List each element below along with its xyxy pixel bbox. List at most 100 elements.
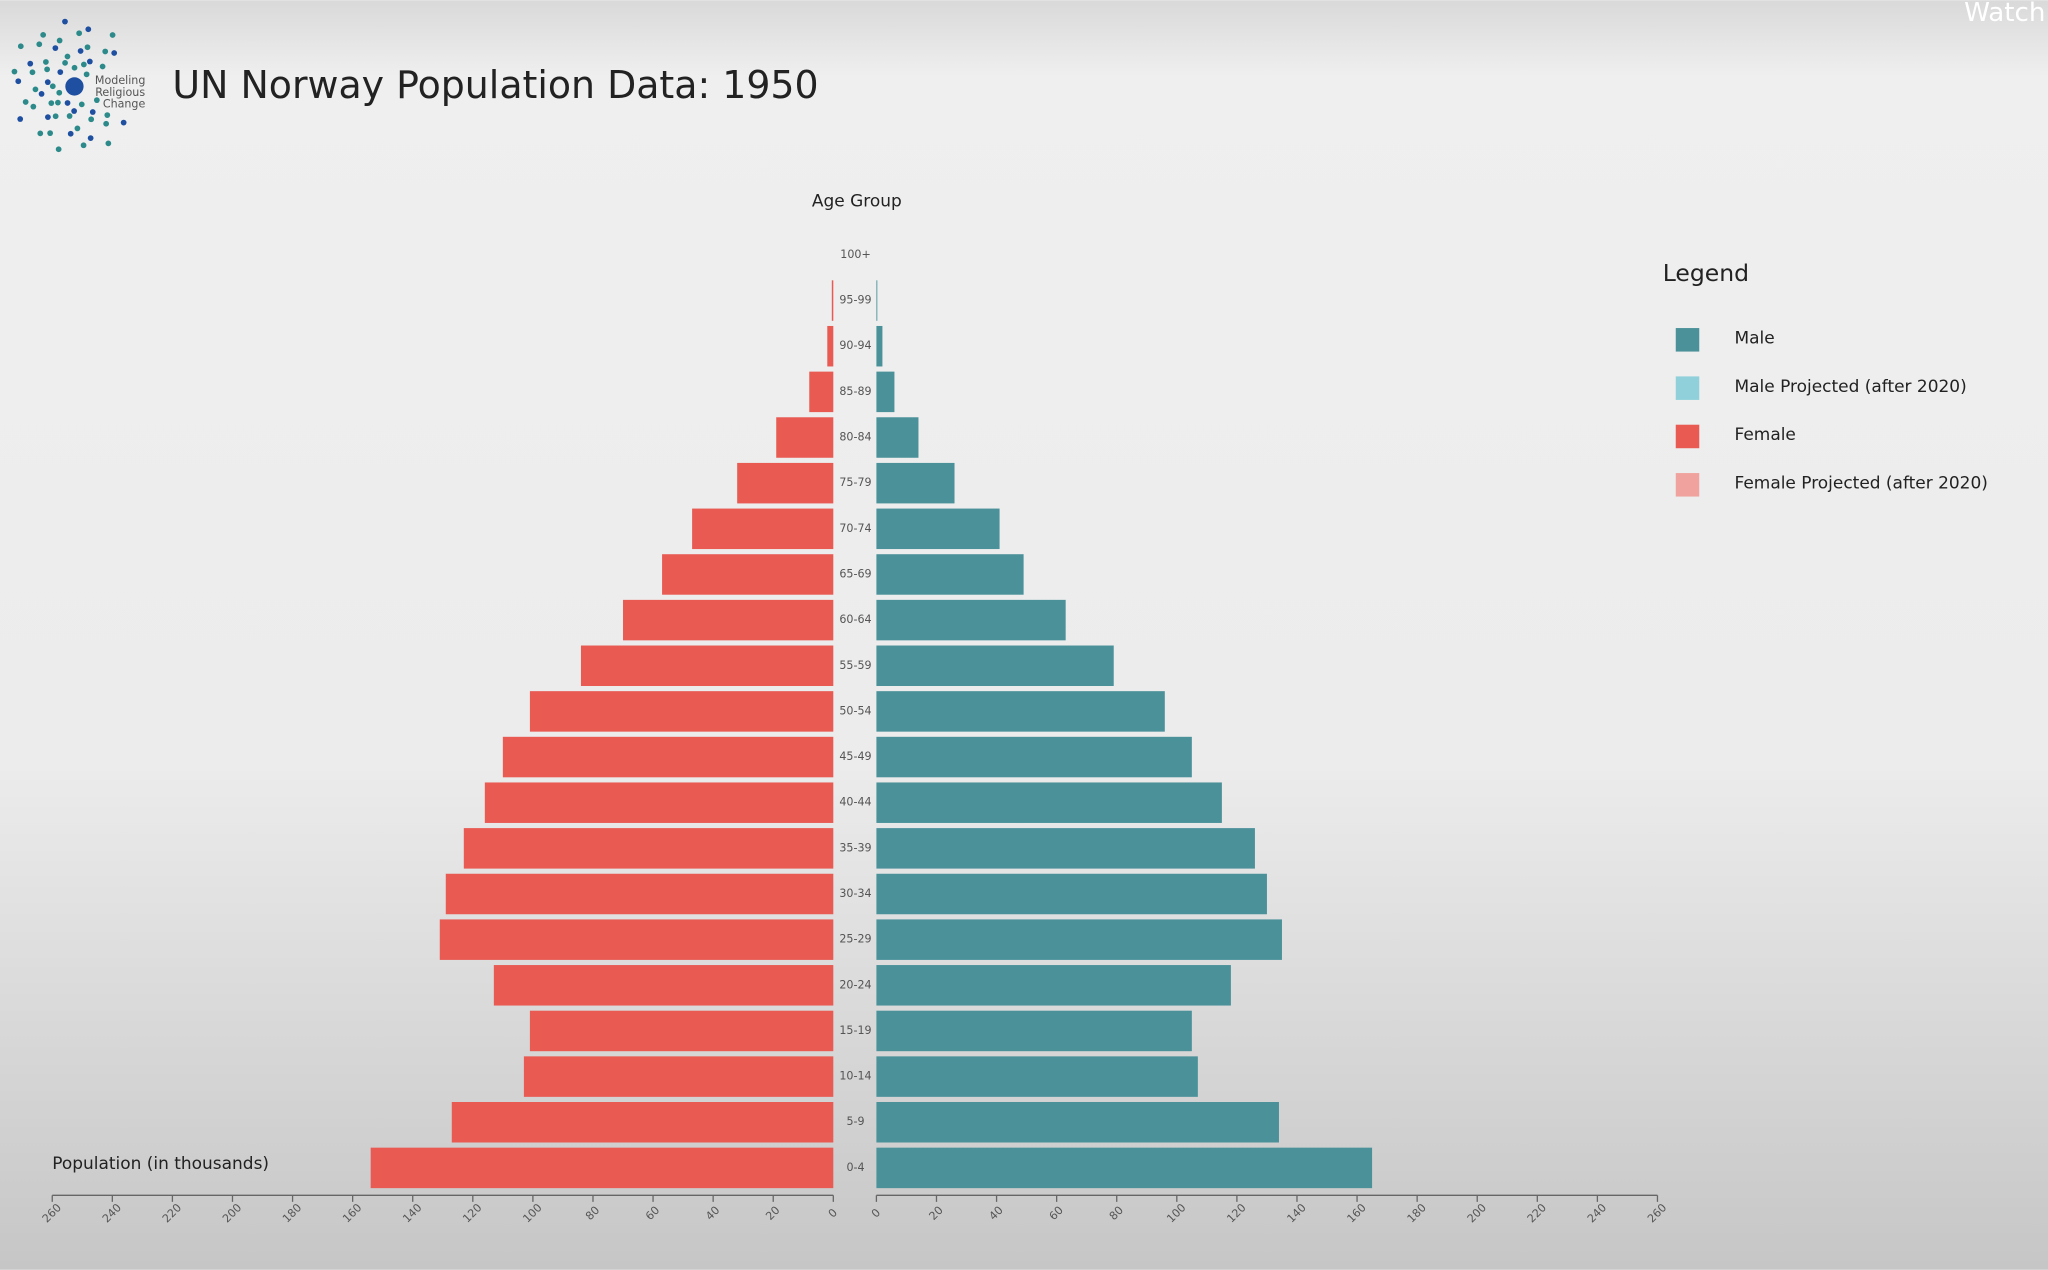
logo-dot [64,100,71,106]
legend-swatch [1675,473,1700,497]
logo-dot [111,50,118,56]
logo-dot [99,63,106,70]
category-label: 0-4 [846,1161,864,1174]
logo-dot [67,130,74,137]
logo-dot [104,112,111,118]
logo-dot [55,146,62,153]
legend-label: Female Projected (after 2020) [1735,473,1988,493]
logo-dot [52,113,59,120]
category-label: 70-74 [839,522,871,535]
logo-dot [40,32,47,38]
bar [523,1056,834,1097]
bar [827,325,834,367]
logo-dot [66,113,73,119]
bar [876,554,1024,595]
overlay-text: Watch [1964,0,2045,28]
category-label: 85-89 [839,385,871,398]
logo-dot [103,120,110,127]
logo-dot [49,83,56,90]
bar [439,919,834,960]
logo-dot [84,44,91,51]
logo-dot [11,68,18,75]
logo-dot [105,140,112,147]
bar [876,325,883,367]
bar [876,417,919,458]
legend-swatch [1675,328,1700,352]
logo-dot [56,89,63,96]
logo: Modeling Religious Change [11,18,146,153]
bar [662,554,834,595]
bar [737,462,834,504]
bar [876,736,1192,778]
bar [876,1010,1192,1052]
logo-dot [80,142,87,149]
bar [463,828,834,869]
logo-text: Modeling [95,74,145,87]
logo-center [65,77,84,96]
category-label: 40-44 [839,796,871,809]
bar [876,1056,1198,1097]
bar [876,280,878,321]
bar [876,965,1231,1006]
bar [692,508,834,550]
category-label: 15-19 [839,1024,871,1037]
category-label: 25-29 [839,933,871,946]
logo-dot [80,61,87,68]
bar [876,782,1222,823]
logo-dot [64,53,71,60]
logo-dot [55,99,61,106]
category-label: 45-49 [839,750,871,763]
logo-dot [22,99,29,105]
legend-swatch [1675,424,1700,449]
legend-label: Male Projected (after 2020) [1735,377,1967,397]
category-label: 5-9 [846,1115,864,1128]
logo-dot [86,58,93,65]
logo-dot [57,69,64,75]
logo-dot [93,97,100,104]
category-label: 65-69 [839,567,871,580]
logo-dot [89,109,96,115]
logo-dot [71,108,77,114]
category-label: 10-14 [839,1070,871,1083]
logo-dot [17,43,24,50]
bar [502,736,834,778]
category-label: 55-59 [839,659,871,672]
bar [876,828,1255,869]
bar [876,873,1267,915]
logo-dot [109,32,116,38]
bar [580,645,834,687]
logo-dot [52,45,59,51]
logo-dot [37,130,44,137]
bar [529,691,834,732]
logo-dot [83,71,90,78]
logo-dot [102,48,109,55]
logo-dot [44,79,51,86]
category-label: 50-54 [839,704,871,717]
logo-dot [27,60,34,67]
category-label: 20-24 [839,978,871,991]
logo-dot [36,41,43,48]
logo-dot [15,78,22,85]
logo-dot [29,69,36,76]
chart-title: UN Norway Population Data: 1950 [172,63,818,107]
logo-dot [38,91,45,97]
logo-text: Change [103,98,146,111]
bar [876,1147,1373,1189]
category-label: 80-84 [839,431,871,444]
bar [623,599,834,641]
bar [876,371,895,413]
logo-dot [77,48,84,54]
category-label: 30-34 [839,887,871,900]
logo-dot [88,116,95,123]
bar [529,1010,834,1052]
bar [370,1147,834,1189]
logo-dot [48,100,55,106]
bar [876,508,1000,550]
legend-swatch [1675,376,1700,400]
logo-dot [76,30,83,37]
bar [876,1102,1279,1143]
legend-title: Legend [1663,259,1749,287]
logo-dot [47,130,54,137]
